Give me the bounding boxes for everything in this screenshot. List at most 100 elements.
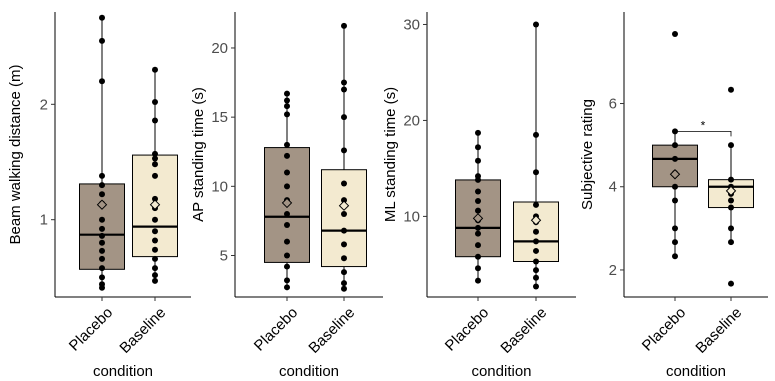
data-point <box>475 253 481 260</box>
data-point <box>99 247 105 254</box>
data-point <box>533 283 539 290</box>
data-point <box>672 31 678 38</box>
mean-marker <box>725 185 737 197</box>
data-point <box>152 265 158 272</box>
data-point <box>284 263 290 270</box>
data-point <box>284 210 290 217</box>
data-point <box>99 78 105 85</box>
data-point <box>341 241 347 248</box>
data-point <box>341 227 347 234</box>
x-tick-label-placebo: Placebo <box>639 304 689 354</box>
data-point <box>152 216 158 223</box>
data-point <box>672 142 678 149</box>
x-tick-label-placebo: Placebo <box>66 304 116 354</box>
box-baseline <box>708 86 754 287</box>
data-point <box>284 90 290 97</box>
data-point <box>533 201 539 208</box>
box-baseline <box>513 21 559 290</box>
data-point <box>672 239 678 246</box>
data-point <box>152 272 158 279</box>
x-tick-label-placebo: Placebo <box>251 304 301 354</box>
x-tick-label-placebo: Placebo <box>442 304 492 354</box>
significance-bracket <box>674 131 732 137</box>
data-point <box>341 114 347 121</box>
data-point <box>152 195 158 202</box>
data-point <box>152 66 158 73</box>
data-point <box>341 210 347 217</box>
chart-panel-4: 2 4 6 Subjective rating condition Placebo Base… <box>579 12 768 380</box>
data-point <box>284 238 290 245</box>
data-point <box>152 172 158 179</box>
data-point <box>284 141 290 148</box>
mean-marker <box>669 169 681 180</box>
data-point <box>728 204 734 211</box>
data-point <box>99 281 105 288</box>
data-point <box>728 176 734 183</box>
x-axis-title: condition <box>279 363 339 380</box>
data-point <box>533 258 539 265</box>
y-tick-label: 20 <box>403 112 420 129</box>
data-point <box>475 265 481 272</box>
data-point <box>475 242 481 249</box>
data-point <box>152 155 158 162</box>
y-axis-title: Subjective rating <box>579 99 596 210</box>
data-point <box>341 280 347 287</box>
data-point <box>475 157 481 164</box>
data-point <box>99 232 105 239</box>
y-tick-label: 2 <box>609 262 617 279</box>
data-point <box>728 280 734 287</box>
data-point <box>99 255 105 262</box>
y-tick-label: 5 <box>220 247 228 264</box>
data-point <box>728 86 734 93</box>
data-point <box>475 224 481 231</box>
data-point <box>672 253 678 260</box>
data-point <box>284 277 290 284</box>
data-point <box>99 239 105 246</box>
data-point <box>284 152 290 159</box>
x-tick-label-baseline: Baseline <box>497 304 550 357</box>
data-point <box>152 246 158 253</box>
data-point <box>533 169 539 176</box>
data-point <box>152 228 158 235</box>
y-tick-label: 4 <box>609 179 617 196</box>
data-point <box>672 155 678 162</box>
data-point <box>99 216 105 223</box>
box-placebo <box>455 129 501 284</box>
y-tick-label: 10 <box>211 178 228 195</box>
data-point <box>533 131 539 138</box>
data-point <box>533 21 539 28</box>
data-point <box>99 274 105 281</box>
y-tick-label: 2 <box>40 96 48 113</box>
data-point <box>672 197 678 204</box>
data-point <box>99 37 105 44</box>
mean-marker <box>149 199 161 210</box>
data-point <box>533 267 539 274</box>
data-point <box>728 142 734 149</box>
box-placebo <box>79 14 125 291</box>
data-point <box>341 79 347 86</box>
mean-marker <box>530 215 542 226</box>
data-point <box>533 238 539 245</box>
data-point <box>99 172 105 179</box>
data-point <box>152 117 158 124</box>
y-tick-label: 20 <box>211 40 228 57</box>
x-axis-title: condition <box>93 363 153 380</box>
data-point <box>672 183 678 190</box>
data-point <box>728 197 734 204</box>
chart-panel-2: 5 10 15 20 AP standing time (s) condition Plac… <box>190 12 383 380</box>
data-point <box>475 144 481 151</box>
data-point <box>533 247 539 254</box>
data-point <box>475 230 481 237</box>
significance-label: * <box>701 118 706 132</box>
data-point <box>341 180 347 187</box>
data-point <box>99 191 105 198</box>
x-axis-title: condition <box>666 363 726 380</box>
iqr-box <box>652 144 698 188</box>
box-baseline <box>132 66 178 284</box>
data-point <box>533 274 539 281</box>
y-axis-title: AP standing time (s) <box>190 87 207 222</box>
data-point <box>152 237 158 244</box>
y-tick-label: 6 <box>609 96 617 113</box>
y-tick-label: 1 <box>40 212 48 229</box>
